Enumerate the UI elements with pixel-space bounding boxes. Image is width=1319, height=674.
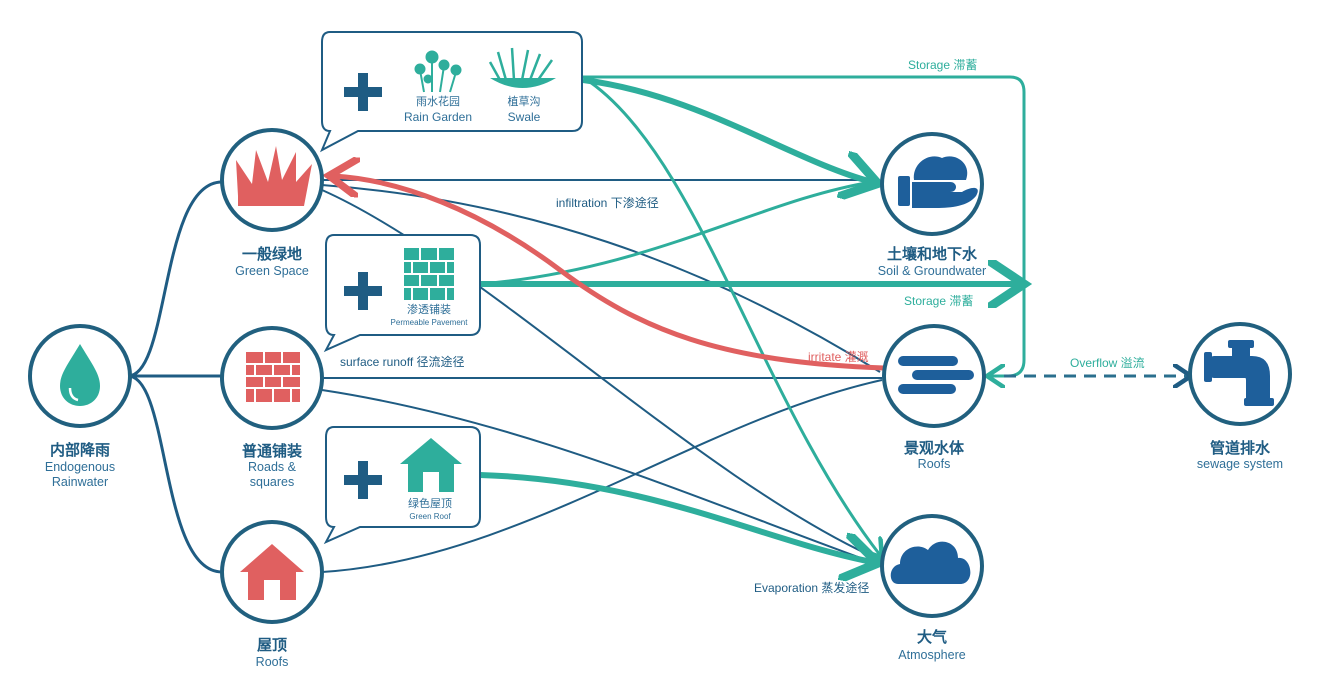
storage-mid-label: Storage 滞蓄	[904, 294, 974, 308]
permeable-label-cn: 渗透铺装	[407, 304, 451, 316]
roads-label-cn: 普通铺装	[241, 442, 302, 460]
swale-label-en: Swale	[507, 110, 541, 124]
green-roof-label-cn: 绿色屋顶	[408, 498, 452, 510]
sewage-label-en: sewage system	[1196, 457, 1284, 471]
surface-runoff-label: surface runoff 径流途径	[340, 355, 465, 369]
roads-label-en1: Roads &	[248, 460, 296, 474]
roads-label-en2: squares	[249, 475, 295, 489]
rainwater-label-en1: Endogenous	[44, 460, 116, 474]
grass-icon	[236, 146, 312, 206]
infiltration-label: infiltration 下渗途径	[556, 196, 659, 210]
grass-tuft-icon	[488, 47, 556, 88]
teal-flows	[479, 75, 1024, 562]
water-drop-highlight	[68, 387, 79, 402]
soil-label-en: Soil & Groundwater	[877, 264, 987, 278]
swale-label-cn: 植草沟	[507, 96, 541, 108]
green-roof-label-en: Green Roof	[409, 512, 451, 521]
rainwater-connectors	[127, 180, 223, 574]
roofs-src-label-en: Roofs	[255, 655, 289, 669]
rainwater-label-en2: Rainwater	[51, 475, 109, 489]
plus-icon	[344, 73, 382, 111]
hand-soil-icon	[898, 156, 978, 208]
rain-garden-label-en: Rain Garden	[403, 110, 473, 124]
pipe-icon	[1204, 340, 1274, 406]
navy-flows	[321, 179, 883, 573]
irrigate-flow	[334, 176, 885, 371]
atmosphere-label-cn: 大气	[916, 628, 947, 646]
storage-top-label: Storage 滞蓄	[908, 58, 978, 72]
roofs-src-label-cn: 屋顶	[256, 636, 287, 654]
sewage-label-cn: 管道排水	[1209, 439, 1270, 457]
house-icon	[240, 544, 304, 600]
permeable-label-en: Permeable Pavement	[390, 318, 468, 327]
cloud-icon	[890, 541, 971, 584]
rainwater-label-cn: 内部降雨	[49, 441, 110, 459]
soil-label-cn: 土壤和地下水	[886, 245, 977, 263]
callout-top	[319, 31, 583, 153]
rain-garden-label-cn: 雨水花园	[416, 96, 460, 108]
plus-icon	[344, 461, 382, 499]
brick-wall-icon	[246, 352, 300, 402]
green-brick-icon	[404, 248, 454, 300]
green-space-label-cn: 一般绿地	[241, 245, 302, 263]
evaporation-label: Evaporation 蒸发途径	[754, 581, 870, 595]
water-waves-icon	[898, 356, 974, 394]
green-space-label-en: Green Space	[235, 264, 309, 278]
water-body-label-en: Roofs	[917, 457, 951, 471]
overflow-label: Overflow 溢流	[1070, 356, 1145, 370]
flower-icon	[414, 50, 462, 93]
irritate-label: irritate 灌溉	[808, 350, 869, 364]
water-body-label-cn: 景观水体	[903, 439, 964, 457]
green-house-icon	[400, 438, 462, 492]
plus-icon	[344, 272, 382, 310]
atmosphere-label-en: Atmosphere	[898, 648, 966, 662]
